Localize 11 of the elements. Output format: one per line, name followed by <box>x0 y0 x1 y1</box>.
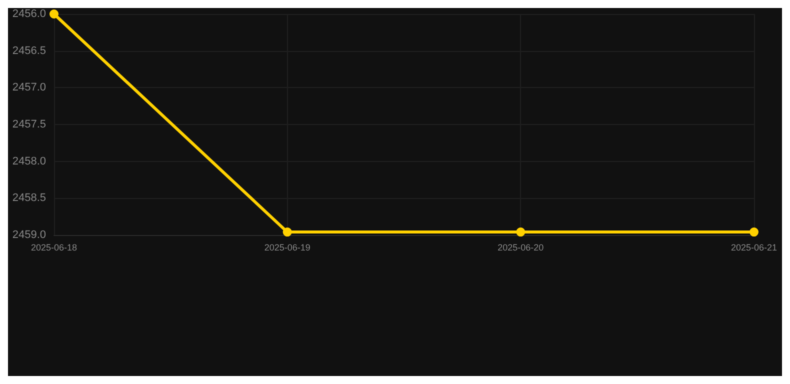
y-tick-label: 2459.0 <box>12 229 46 241</box>
x-tick-label: 2025-06-20 <box>498 242 544 252</box>
y-tick-label: 2456.5 <box>12 44 46 57</box>
y-tick-label: 2456.0 <box>12 8 46 20</box>
y-tick-label: 2458.5 <box>12 192 46 204</box>
y-tick-label: 2457.5 <box>12 118 46 130</box>
y-tick-label: 2458.0 <box>12 155 46 168</box>
x-tick-label: 2025-06-19 <box>264 242 310 252</box>
y-tick-label: 2457.0 <box>12 82 46 94</box>
x-tick-label: 2025-06-21 <box>730 242 778 252</box>
x-tick-label: 2025-06-18 <box>30 242 78 252</box>
